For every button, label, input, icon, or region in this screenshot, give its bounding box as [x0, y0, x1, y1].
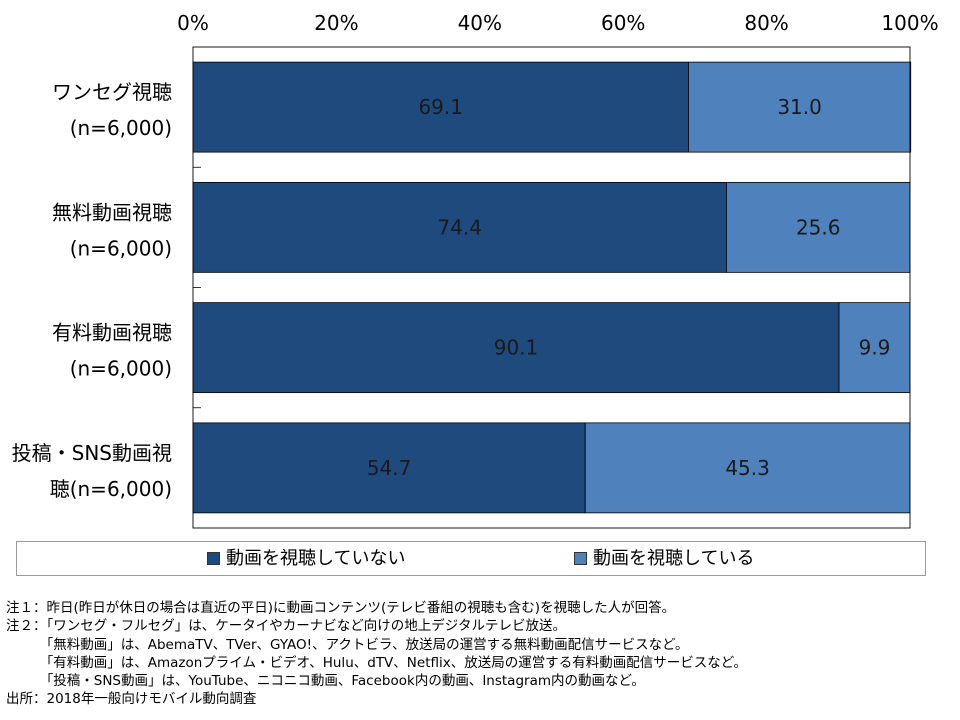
x-tick-label: 40%	[458, 11, 502, 35]
category-label: (n=6,000)	[70, 357, 172, 381]
category-label: (n=6,000)	[70, 236, 172, 260]
legend-item-watching: 動画を視聴している	[574, 549, 754, 569]
legend-label-not-watching: 動画を視聴していない	[226, 548, 406, 569]
bar-segment	[192, 422, 586, 514]
bar-value-label: 31.0	[777, 95, 822, 119]
footnote-4: 「有料動画」は、Amazonプライム・ビデオ、Hulu、dTV、Netflix、…	[6, 654, 748, 671]
x-tick-label: 80%	[744, 11, 788, 35]
bar-segment	[688, 61, 912, 153]
x-tick-label: 0%	[177, 11, 209, 35]
bar-value-label: 90.1	[494, 336, 539, 360]
x-tick-label: 20%	[314, 11, 358, 35]
stacked-bar-chart: 0% 20% 40% 60% 80% 100% 69.1 31.0 ワンセグ視聴 (n=6,000…	[12, 11, 939, 529]
bar-value-label: 45.3	[725, 456, 770, 480]
bar-segment	[192, 302, 840, 394]
bar-segment	[192, 61, 689, 153]
footnote-5: 「投稿・SNS動画」は、YouTube、ニコニコ動画、Facebook内の動画、…	[6, 673, 645, 690]
legend-item-not-watching: 動画を視聴していない	[207, 549, 405, 569]
plot-frame	[192, 46, 911, 529]
bar-segment	[192, 181, 727, 273]
bar-value-label: 25.6	[796, 215, 841, 239]
category-label: (n=6,000)	[70, 116, 172, 140]
x-tick-label: 60%	[601, 11, 645, 35]
bar-value-label: 9.9	[859, 336, 891, 360]
bar-value-label: 54.7	[367, 456, 412, 480]
bar-segment	[838, 302, 911, 394]
category-label: 有料動画視聴	[52, 321, 172, 345]
category-label: 無料動画視聴	[52, 200, 172, 224]
footnote-source: 出所：2018年一般向けモバイル動向調査	[6, 691, 257, 708]
bar-segment	[726, 181, 911, 273]
bar-value-label: 69.1	[418, 95, 463, 119]
footnote-2: 注２：「ワンセグ・フルセグ」は、ケータイやカーナビなど向けの地上デジタルテレビ放…	[6, 618, 566, 635]
bar-value-label: 74.4	[437, 215, 482, 239]
category-label: 聴(n=6,000)	[50, 477, 172, 501]
bar-segment	[584, 422, 911, 514]
chart-legend: 動画を視聴していない 動画を視聴している	[16, 541, 926, 576]
legend-swatch-not-watching	[207, 552, 220, 565]
footnote-3: 「無料動画」は、AbemaTV、TVer、GYAO!、アクトビラ、放送局の運営す…	[6, 636, 689, 653]
legend-label-watching: 動画を視聴している	[593, 548, 755, 569]
category-label: ワンセグ視聴	[52, 80, 172, 104]
footnote-1: 注１：昨日(昨日が休日の場合は直近の平日)に動画コンテンツ(テレビ番組の視聴も含…	[6, 600, 676, 616]
footnotes: 注１：昨日(昨日が休日の場合は直近の平日)に動画コンテンツ(テレビ番組の視聴も含…	[6, 599, 747, 709]
x-tick-label: 100%	[881, 11, 938, 35]
category-label: 投稿・SNS動画視	[12, 441, 172, 465]
legend-swatch-watching	[574, 552, 587, 565]
